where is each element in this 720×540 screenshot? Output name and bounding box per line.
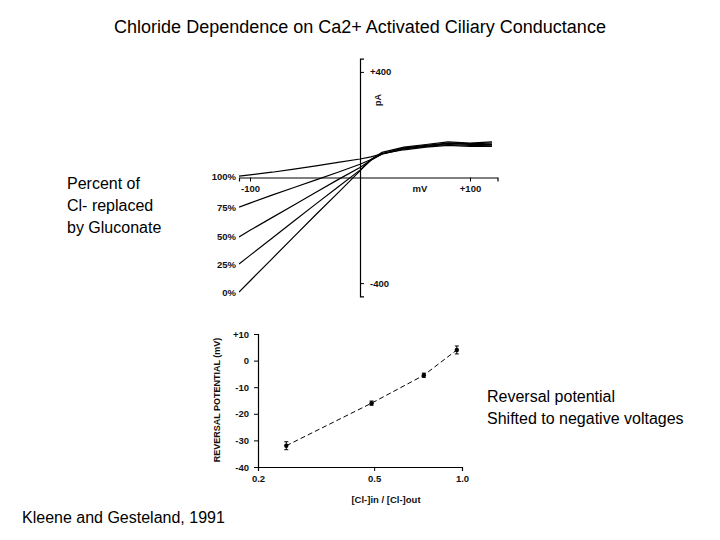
- annotation: Shifted to negative voltages: [487, 410, 684, 427]
- y-axis-tick: +400: [360, 66, 391, 77]
- y-axis-tick-label: 0: [244, 355, 249, 366]
- error-bar: [284, 442, 288, 450]
- series-label: 0%: [222, 287, 236, 298]
- y-axis-tick-mark: [360, 72, 364, 73]
- annotation: Percent of: [67, 175, 140, 192]
- source: Kleene and Gesteland, 1991: [22, 509, 225, 526]
- y-axis: +10 0 -10 -20 -30 -40: [233, 329, 259, 473]
- series-line: [239, 142, 492, 292]
- y-axis-tick-mark: [360, 283, 364, 284]
- plot-area: [284, 346, 459, 450]
- x-axis-tick-mark: [470, 178, 471, 182]
- x-axis-tick: 0.5: [368, 467, 382, 484]
- y-axis-tick: -30: [235, 435, 258, 446]
- x-axis-tick-label: 0.2: [252, 473, 265, 484]
- y-axis-title: pA: [373, 94, 383, 106]
- series-label: 25%: [217, 259, 237, 270]
- x-axis-tick-label: 1.0: [456, 473, 469, 484]
- y-axis-tick-label: -20: [235, 408, 249, 419]
- slide: -100+100+400-400100%75%50%25%0%mVpAChlor…: [0, 0, 720, 540]
- y-axis-tick-mark: [254, 440, 258, 441]
- series-line: [239, 145, 492, 176]
- y-axis-tick-label: +10: [233, 329, 249, 340]
- x-axis-tick-mark: [462, 467, 463, 471]
- annotation: Reversal potential: [487, 388, 615, 405]
- chart-1: 0.2 0.5 1.0 +10 0 -10 -20 -30 -40 [Cl-]in / [Cl-]…: [212, 329, 469, 505]
- y-axis-tick: +10: [233, 329, 258, 340]
- x-axis-tick: 1.0: [456, 467, 469, 484]
- x-axis-line: [240, 178, 499, 182]
- x-axis-tick: 0.2: [252, 467, 265, 484]
- y-axis-title: REVERSAL POTENTIAL (mV): [212, 338, 222, 463]
- y-axis-tick-mark: [254, 387, 258, 388]
- x-axis-tick-label: -100: [241, 183, 260, 194]
- series-label: 100%: [212, 171, 237, 182]
- y-axis-tick-label: +400: [370, 66, 391, 77]
- y-axis-line: [254, 335, 259, 468]
- y-axis-tick-mark: [254, 467, 258, 468]
- annotation: by Gluconate: [67, 219, 161, 236]
- y-axis-tick: -400: [360, 278, 389, 289]
- series-line: [286, 350, 457, 446]
- series-line: [239, 145, 492, 208]
- x-axis-tick-mark: [374, 467, 375, 471]
- x-axis-title: [Cl-]in / [Cl-]out: [351, 494, 421, 505]
- data-point: [422, 373, 426, 377]
- slide-canvas: -100+100+400-400100%75%50%25%0%mVpAChlor…: [0, 0, 720, 540]
- annotation: Cl- replaced: [67, 197, 153, 214]
- series-line: [239, 144, 492, 237]
- title: Chloride Dependence on Ca2+ Activated Ci…: [114, 17, 606, 37]
- y-axis-tick-mark: [254, 414, 258, 415]
- y-axis-line: [361, 59, 365, 297]
- y-axis-tick-mark: [254, 361, 258, 362]
- y-axis-tick: -20: [235, 408, 258, 419]
- x-axis-title: mV: [413, 183, 428, 194]
- y-axis-tick-label: -40: [235, 462, 249, 473]
- background: [0, 0, 720, 540]
- chart-0: -100 +100 +400 -400 100% 75% 50% 25% 0% mV pA: [212, 59, 498, 297]
- y-axis-tick: -40: [235, 462, 258, 473]
- x-axis: -100 +100: [240, 178, 499, 195]
- error-bar: [455, 346, 459, 354]
- error-bar: [370, 401, 374, 405]
- x-axis-tick: -100: [241, 178, 260, 195]
- x-axis-tick-label: +100: [460, 183, 481, 194]
- data-point: [369, 401, 373, 405]
- series-label: 75%: [217, 202, 237, 213]
- y-axis-tick: 0: [244, 355, 258, 366]
- y-axis-tick: -10: [235, 382, 258, 393]
- plot-area: [239, 142, 492, 292]
- x-axis-tick-label: 0.5: [368, 473, 382, 484]
- y-axis-tick-label: -10: [235, 382, 249, 393]
- x-axis-line: [259, 468, 463, 472]
- x-axis-tick: +100: [460, 178, 481, 195]
- data-point: [284, 444, 288, 448]
- error-bar: [422, 373, 426, 377]
- y-axis: +400 -400: [360, 59, 391, 297]
- y-axis-tick-label: -30: [235, 435, 249, 446]
- data-point: [455, 348, 459, 352]
- x-axis: 0.2 0.5 1.0: [252, 467, 469, 484]
- x-axis-tick-mark: [250, 178, 251, 182]
- y-axis-tick-mark: [254, 334, 258, 335]
- series-label: 50%: [217, 231, 237, 242]
- y-axis-tick-label: -400: [370, 278, 389, 289]
- series-line: [239, 143, 492, 264]
